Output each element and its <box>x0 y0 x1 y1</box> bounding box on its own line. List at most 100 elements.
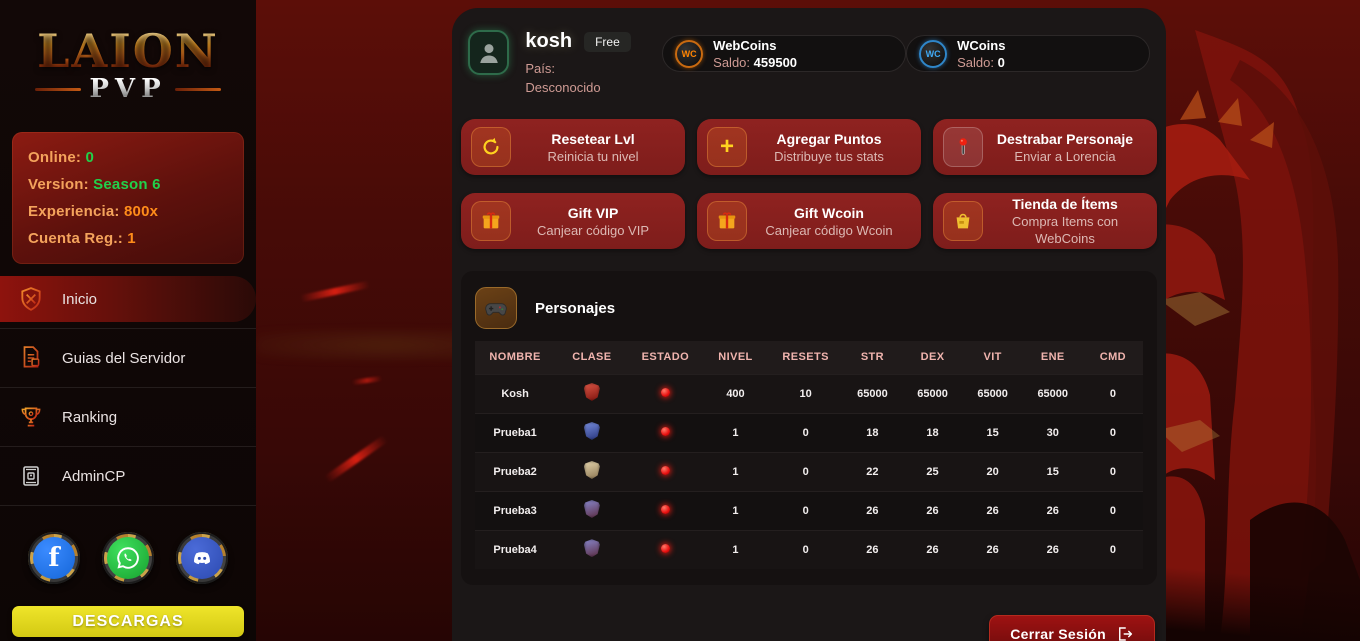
sidebar-item-label: Inicio <box>62 290 98 308</box>
sidebar-item-admincp[interactable]: AdminCP <box>0 453 256 499</box>
col-resets: RESETS <box>768 341 843 374</box>
characters-header: Personajes <box>475 281 1143 341</box>
table-row[interactable]: Prueba1 1 0 18 18 15 30 0 <box>475 412 1143 452</box>
table-row[interactable]: Prueba4 1 0 26 26 26 26 0 <box>475 529 1143 569</box>
facebook-button[interactable]: f <box>28 532 80 584</box>
logo-ornament-left <box>35 87 82 91</box>
logout-button[interactable]: Cerrar Sesión <box>989 615 1155 641</box>
class-emblem-icon <box>583 461 600 479</box>
red-streak <box>351 375 383 386</box>
action-subtitle: Canjear código Wcoin <box>765 222 893 238</box>
wallet-name: WCoins <box>957 38 1006 53</box>
class-emblem-icon <box>583 500 600 518</box>
wcoins-balance: WC WCoins Saldo: 0 <box>906 35 1150 72</box>
logo-title: LAION <box>0 28 256 74</box>
shop-icon <box>943 201 983 241</box>
divider <box>0 387 256 388</box>
document-icon <box>16 343 46 373</box>
panel-footer: Cerrar Sesión <box>461 585 1157 641</box>
country-label: País: <box>525 61 556 76</box>
action-subtitle: Compra Items con WebCoins <box>1011 214 1119 246</box>
characters-card: Personajes NOMBRE CLASE ESTADO NIVEL RES… <box>461 271 1157 585</box>
red-streak <box>300 280 370 303</box>
logout-icon <box>1116 625 1134 641</box>
shield-icon <box>16 284 46 314</box>
gamepad-icon <box>475 287 517 329</box>
sidebar-item-inicio[interactable]: Inicio <box>0 276 256 322</box>
table-row[interactable]: Kosh 400 10 65000 65000 65000 65000 0 <box>475 373 1143 413</box>
gift-icon <box>707 201 747 241</box>
divider <box>0 446 256 447</box>
stat-version: Version: Season 6 <box>28 176 161 193</box>
status-offline-icon <box>660 387 670 397</box>
sidebar-item-label: Ranking <box>62 408 118 426</box>
webcoins-icon: WC <box>675 39 704 68</box>
class-emblem-icon <box>583 383 600 401</box>
resetear-lvl-button[interactable]: Resetear Lvl Reinicia tu nivel <box>461 119 685 175</box>
server-stats-card: Online: 0 Version: Season 6 Experiencia:… <box>12 132 244 264</box>
wallet-balance: Saldo: 459500 <box>713 55 798 70</box>
action-title: Gift Wcoin <box>794 204 864 221</box>
stat-cuenta-reg-value: 1 <box>127 230 136 247</box>
divider <box>0 505 256 506</box>
action-subtitle: Canjear código VIP <box>536 222 649 238</box>
country-value: Desconocido <box>525 80 601 95</box>
action-subtitle: Reinicia tu nivel <box>547 148 639 164</box>
discord-button[interactable] <box>176 532 228 584</box>
wallet-balance: Saldo: 0 <box>957 55 1005 70</box>
social-links: f <box>0 532 256 584</box>
col-dex: DEX <box>902 341 963 374</box>
col-nombre: NOMBRE <box>475 341 556 374</box>
gift-vip-button[interactable]: Gift VIP Canjear código VIP <box>461 193 685 249</box>
stat-experiencia-value: 800x <box>123 203 159 220</box>
whatsapp-button[interactable] <box>102 532 154 584</box>
reset-icon <box>471 127 511 167</box>
sidebar-item-guias[interactable]: Guias del Servidor <box>0 335 256 381</box>
stat-experiencia: Experiencia: 800x <box>28 203 159 220</box>
action-subtitle: Enviar a Lorencia <box>1014 148 1116 164</box>
action-title: Destrabar Personaje <box>996 130 1134 147</box>
quick-actions: Resetear Lvl Reinicia tu nivel + Agregar… <box>461 119 1157 249</box>
main-panel: kosh Free País: Desconocido WC WebCoins … <box>452 8 1166 641</box>
user-meta: kosh Free País: Desconocido <box>525 30 662 97</box>
stat-cuenta-reg: Cuenta Reg.: 1 <box>28 230 136 247</box>
gift-wcoin-button[interactable]: Gift Wcoin Canjear código Wcoin <box>697 193 921 249</box>
user-header: kosh Free País: Desconocido WC WebCoins … <box>461 30 1157 97</box>
logout-label: Cerrar Sesión <box>1010 625 1106 641</box>
descargas-button[interactable]: DESCARGAS <box>12 606 244 637</box>
stat-version-value: Season 6 <box>93 176 161 193</box>
agregar-puntos-button[interactable]: + Agregar Puntos Distribuye tus stats <box>697 119 921 175</box>
logo-ornament-right <box>174 87 221 91</box>
status-offline-icon <box>660 504 670 514</box>
col-cmd: CMD <box>1082 341 1143 374</box>
table-row[interactable]: Prueba3 1 0 26 26 26 26 0 <box>475 490 1143 530</box>
col-estado: ESTADO <box>628 341 703 374</box>
col-nivel: NIVEL <box>702 341 769 374</box>
trophy-icon <box>16 402 46 432</box>
status-offline-icon <box>660 426 670 436</box>
sidebar-item-label: Guias del Servidor <box>62 349 186 367</box>
characters-title: Personajes <box>535 299 616 317</box>
characters-table: NOMBRE CLASE ESTADO NIVEL RESETS STR DEX… <box>475 341 1143 569</box>
col-clase: CLASE <box>555 341 629 374</box>
country-info: País: Desconocido <box>525 59 662 97</box>
logo-subtitle: PVP <box>89 74 167 104</box>
action-title: Agregar Puntos <box>776 130 882 147</box>
destrabar-personaje-button[interactable]: Destrabar Personaje Enviar a Lorencia <box>933 119 1157 175</box>
char-name: Prueba3 <box>475 490 556 530</box>
sidebar-item-ranking[interactable]: Ranking <box>0 394 256 440</box>
table-row[interactable]: Prueba2 1 0 22 25 20 15 0 <box>475 451 1143 491</box>
action-title: Resetear Lvl <box>551 130 635 147</box>
stat-online-value: 0 <box>85 149 94 166</box>
action-subtitle: Distribuye tus stats <box>774 148 884 164</box>
class-emblem-icon <box>583 539 600 558</box>
sidebar-item-label: AdminCP <box>62 467 126 485</box>
tienda-items-button[interactable]: Tienda de Ítems Compra Items con WebCoin… <box>933 193 1157 249</box>
sidebar-nav: Inicio Guias del Servidor <box>0 276 256 506</box>
col-ene: ENE <box>1022 341 1083 374</box>
class-emblem-icon <box>583 422 600 440</box>
action-title: Gift VIP <box>567 204 619 221</box>
status-offline-icon <box>660 465 670 475</box>
avatar <box>468 30 510 75</box>
